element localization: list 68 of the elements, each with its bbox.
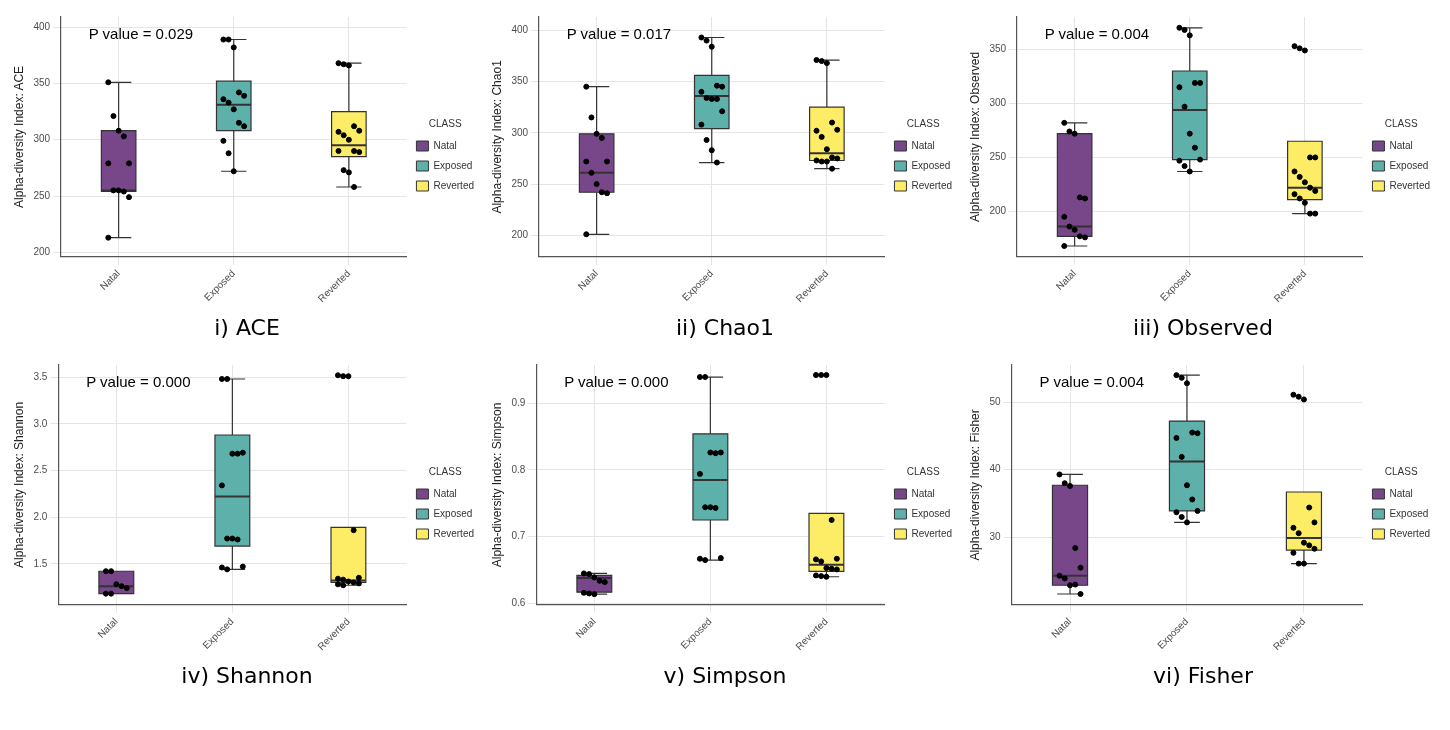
y-tick-label: 200 [511, 229, 529, 241]
legend-title: CLASS [428, 465, 462, 477]
y-tick-label: 30 [989, 531, 1001, 543]
y-tick-label: 0.9 [511, 396, 526, 408]
legend-title: CLASS [906, 465, 940, 477]
text: i) ACE [213, 314, 281, 342]
y-tick-label: 300 [33, 133, 51, 145]
y-axis-title: Alpha-diversity Index: ACE [11, 65, 26, 208]
y-tick-label: 2.0 [33, 510, 48, 522]
y-tick-label: 50 [989, 395, 1001, 407]
legend-label: Exposed [1389, 159, 1429, 171]
legend-label: Reverted [911, 527, 952, 539]
text: ii) Chao1 [674, 314, 775, 342]
legend-label: Natal [1389, 487, 1413, 499]
legend-title: CLASS [1384, 465, 1418, 477]
y-axis-title: Alpha-diversity Index: Chao1 [489, 59, 504, 214]
y-tick-label: 3.0 [33, 417, 48, 429]
annotation: P value = 0.029 [88, 24, 194, 42]
annotation: P value = 0.017 [566, 24, 672, 42]
y-tick-label: 300 [989, 97, 1007, 109]
text: iii) Observed [1132, 314, 1274, 342]
y-tick-label: 300 [511, 126, 529, 138]
legend-label: Reverted [1389, 179, 1430, 191]
legend-label: Natal [1389, 139, 1413, 151]
y-axis-title: Alpha-diversity Index: Fisher [967, 409, 982, 561]
y-tick-label: 40 [989, 463, 1001, 475]
legend-label: Reverted [433, 179, 474, 191]
y-tick-label: 250 [989, 151, 1007, 163]
legend-label: Exposed [1389, 507, 1429, 519]
legend-label: Natal [911, 139, 935, 151]
y-tick-label: 0.7 [511, 530, 526, 542]
y-tick-label: 2.5 [33, 464, 48, 476]
y-axis-title: Alpha-diversity Index: Observed [967, 51, 982, 222]
y-tick-label: 200 [33, 246, 51, 258]
legend-label: Reverted [433, 527, 474, 539]
y-tick-label: 1.5 [33, 557, 48, 569]
legend-label: Natal [433, 487, 457, 499]
annotation: P value = 0.000 [86, 372, 191, 390]
y-tick-label: 0.6 [511, 597, 526, 609]
text: iv) Shannon [180, 662, 314, 690]
y-tick-label: 250 [33, 189, 51, 201]
legend-label: Natal [911, 487, 935, 499]
y-tick-label: 0.8 [511, 463, 526, 475]
y-tick-label: 350 [989, 43, 1007, 55]
legend-label: Reverted [1389, 527, 1430, 539]
y-tick-label: 400 [511, 24, 529, 36]
annotation: P value = 0.004 [1039, 372, 1144, 390]
y-tick-label: 400 [33, 20, 51, 32]
legend-label: Natal [433, 139, 457, 151]
annotation: P value = 0.004 [1044, 24, 1150, 42]
y-tick-label: 3.5 [33, 370, 48, 382]
y-axis-title: Alpha-diversity Index: Shannon [11, 401, 26, 568]
y-tick-label: 350 [33, 77, 51, 89]
legend-label: Exposed [911, 507, 951, 519]
legend-label: Reverted [911, 179, 952, 191]
legend-title: CLASS [906, 117, 940, 129]
legend-title: CLASS [1384, 117, 1418, 129]
annotation: P value = 0.000 [564, 372, 669, 390]
legend-label: Exposed [433, 159, 473, 171]
text: v) Simpson [662, 662, 788, 690]
text: vi) Fisher [1152, 662, 1254, 690]
legend-label: Exposed [911, 159, 951, 171]
y-tick-label: 200 [989, 205, 1007, 217]
y-axis-title: Alpha-diversity Index: Simpson [489, 402, 504, 568]
y-tick-label: 250 [511, 177, 529, 189]
legend-title: CLASS [428, 117, 462, 129]
legend-label: Exposed [433, 507, 473, 519]
y-tick-label: 350 [511, 75, 529, 87]
